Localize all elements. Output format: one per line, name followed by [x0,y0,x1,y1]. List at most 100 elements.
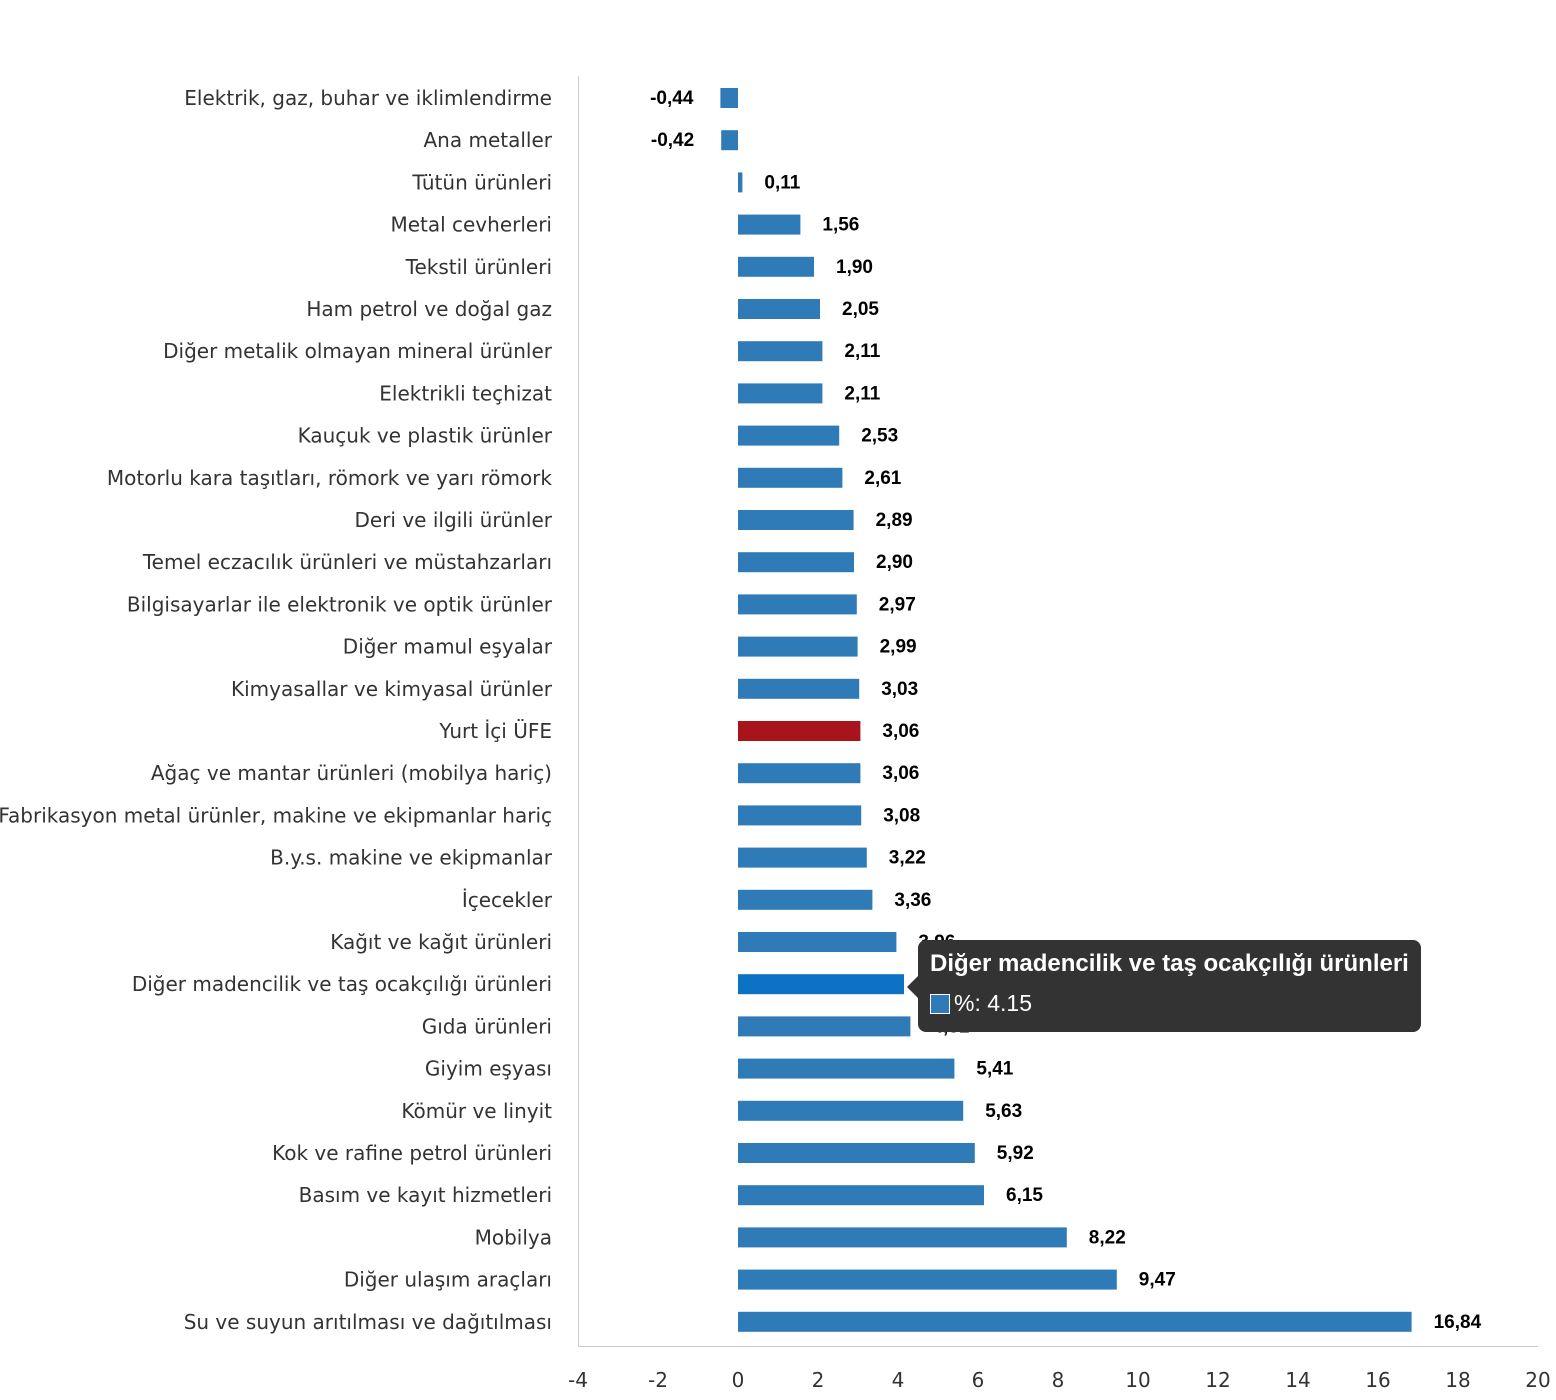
category-label: Diğer mamul eşyalar [343,635,553,659]
bar[interactable] [738,636,858,657]
bar[interactable] [738,256,814,277]
x-tick-label: 16 [1365,1368,1390,1392]
category-label: B.y.s. makine ve ekipmanlar [270,846,553,870]
value-label: 9,47 [1139,1270,1176,1291]
bar[interactable] [738,1016,911,1037]
bar[interactable] [738,974,904,995]
category-label: Basım ve kayıt hizmetleri [299,1183,552,1207]
x-tick-label: 12 [1205,1368,1230,1392]
bar[interactable] [738,763,861,784]
value-label: 1,90 [836,257,873,278]
bar[interactable] [738,805,862,826]
value-label: 0,11 [764,172,800,193]
x-tick-label: 6 [972,1368,985,1392]
category-label: Diğer metalik olmayan mineral ürünler [163,339,553,363]
x-axis-ticks: -4 -2 0 2 4 6 8 10 12 14 16 18 20 [568,1368,1551,1392]
category-label: Motorlu kara taşıtları, römork ve yarı r… [107,466,553,490]
category-label: Bilgisayarlar ile elektronik ve optik ür… [127,592,553,616]
value-label: 3,36 [894,890,931,911]
value-label: 2,11 [844,383,880,404]
bar[interactable] [738,678,860,699]
category-label: Kağıt ve kağıt ürünleri [330,930,552,954]
bar[interactable] [738,1227,1067,1248]
category-label: Kok ve rafine petrol ürünleri [272,1141,552,1165]
tooltip: Diğer madencilik ve taş ocakçılığı ürünl… [907,940,1421,1032]
bar[interactable] [738,425,840,446]
bar[interactable] [720,88,738,108]
category-label: Temel eczacılık ürünleri ve müstahzarlar… [142,550,552,574]
x-tick-label: 0 [732,1368,745,1392]
bars [720,88,1412,1332]
category-label: Diğer ulaşım araçları [344,1268,552,1292]
value-label: 3,06 [882,721,919,742]
value-label: 2,90 [876,552,913,573]
value-label: 2,53 [861,426,898,447]
bar[interactable] [738,467,843,488]
bar[interactable] [721,130,738,151]
category-label: Ağaç ve mantar ürünleri (mobilya hariç) [151,761,552,785]
bar[interactable] [738,1143,975,1163]
value-label: 2,99 [880,637,917,658]
tooltip-series-swatch [930,993,950,1014]
category-label: Ham petrol ve doğal gaz [306,297,552,321]
category-labels: Elektrik, gaz, buhar ve iklimlendirme Ana… [0,86,553,1334]
bar[interactable] [738,510,854,530]
value-label: 2,11 [844,341,880,362]
bar[interactable] [738,594,857,615]
category-label: Kauçuk ve plastik ürünler [298,424,553,448]
bar[interactable] [738,932,897,952]
category-label: Tütün ürünleri [411,170,552,194]
value-label: 2,97 [879,594,916,615]
bar[interactable] [738,552,854,573]
value-label: 2,05 [842,299,879,320]
bar[interactable] [738,721,861,741]
category-label: Su ve suyun arıtılması ve dağıtılması [184,1310,552,1334]
bar[interactable] [738,1058,955,1079]
value-label: 2,61 [864,468,901,489]
category-label: Deri ve ilgili ürünler [354,508,552,532]
bar[interactable] [738,1269,1117,1290]
x-tick-label: 2 [812,1368,825,1392]
bar[interactable] [738,1311,1412,1332]
bar[interactable] [738,1185,984,1206]
value-label: 5,41 [976,1059,1013,1080]
bar[interactable] [738,1100,964,1121]
value-label: 3,22 [889,848,926,869]
x-tick-label: 10 [1125,1368,1150,1392]
x-tick-label: 8 [1052,1368,1065,1392]
bar[interactable] [738,299,820,319]
category-label: Diğer madencilik ve taş ocakçılığı ürünl… [132,972,552,996]
value-label: -0,42 [651,130,694,151]
x-tick-label: -4 [568,1368,588,1392]
value-label: 3,03 [881,679,918,700]
value-label: 5,63 [985,1101,1022,1122]
category-label: Elektrik, gaz, buhar ve iklimlendirme [184,86,552,110]
value-label: -0,44 [650,88,694,109]
category-label: Fabrikasyon metal ürünler, makine ve eki… [0,803,552,827]
bar[interactable] [738,341,823,362]
tooltip-title: Diğer madencilik ve taş ocakçılığı ürünl… [930,950,1409,977]
value-label: 3,06 [882,763,919,784]
category-label: İçecekler [462,888,553,912]
bar[interactable] [738,172,743,193]
value-label: 5,92 [997,1143,1034,1164]
tooltip-value: %: 4.15 [954,990,1032,1016]
value-label: 1,56 [822,215,859,236]
x-tick-label: 4 [892,1368,905,1392]
category-label: Tekstil ürünleri [405,255,552,279]
category-label: Mobilya [475,1225,552,1249]
category-label: Kimyasallar ve kimyasal ürünler [231,677,553,701]
category-label: Ana metaller [424,128,553,152]
bar[interactable] [738,847,867,868]
value-label: 3,08 [883,805,920,826]
bar[interactable] [738,889,873,910]
category-label: Giyim eşyası [425,1057,552,1081]
category-label: Elektrikli teçhizat [379,381,552,405]
value-label: 16,84 [1434,1312,1482,1333]
value-label: 8,22 [1089,1227,1126,1248]
bar[interactable] [738,383,823,404]
x-tick-label: 20 [1525,1368,1550,1392]
bar[interactable] [738,214,801,235]
category-label: Kömür ve linyit [401,1099,552,1123]
